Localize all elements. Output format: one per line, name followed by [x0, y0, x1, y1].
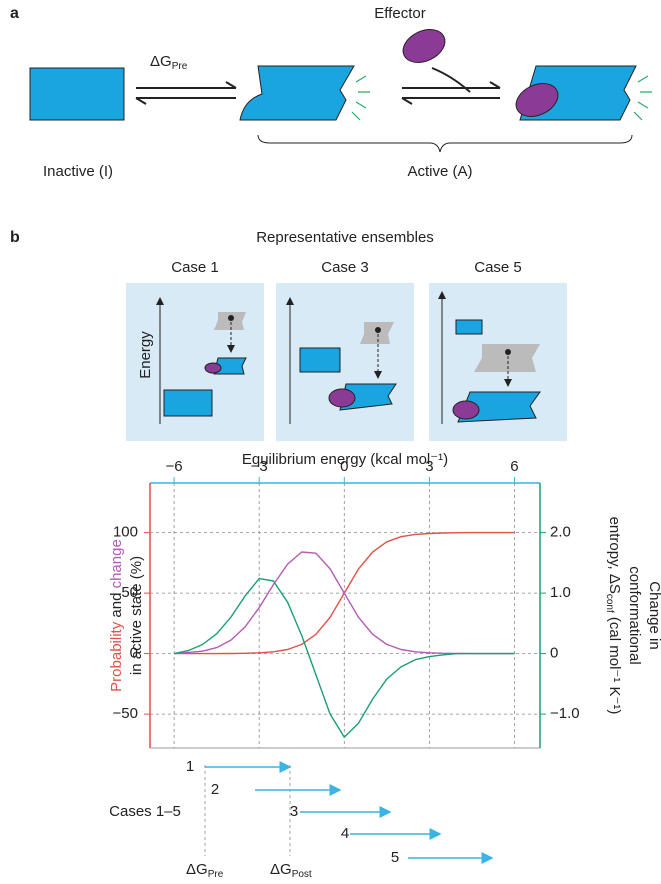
delta: ΔG — [186, 861, 208, 878]
case-number: 1 — [186, 758, 194, 775]
y-axis-title-part: and — [108, 588, 125, 621]
ensembles-title: Representative ensembles — [256, 229, 434, 246]
x-tick-label: 3 — [425, 458, 433, 475]
figure: a ΔGPre Effector Inactive (I) Active (A)… — [0, 0, 661, 884]
y-axis-title-part: change — [108, 539, 125, 588]
y-axis-title-part: Probability — [108, 621, 125, 692]
y2-axis-title: conformational — [626, 566, 643, 664]
delta-sub: Post — [292, 869, 312, 880]
y2-title-part: entropy, ΔS — [606, 517, 623, 594]
y-axis-title: in active state (%) — [128, 556, 145, 675]
y2-title-part: (cal mol⁻¹ K⁻¹) — [606, 613, 623, 715]
x-tick-label: −3 — [251, 458, 268, 475]
y2-tick-label: 2.0 — [550, 524, 571, 541]
x-tick-label: 0 — [340, 458, 348, 475]
case-title: Case 3 — [321, 259, 369, 276]
y2-tick-label: 1.0 — [550, 584, 571, 601]
effector — [398, 23, 451, 69]
x-tick-label: 6 — [510, 458, 518, 475]
y-tick-label: 100 — [113, 524, 138, 541]
case-number: 4 — [341, 825, 349, 842]
active-shape — [240, 66, 354, 120]
y2-axis-title: Change in — [646, 581, 661, 649]
case-number: 5 — [391, 849, 399, 866]
dg-guides — [205, 765, 290, 856]
effector-label: Effector — [374, 5, 425, 22]
case-title: Case 5 — [474, 259, 522, 276]
ensemble-panels — [126, 283, 567, 441]
dg-pre: ΔGPre — [186, 861, 224, 880]
panel-label: b — [10, 229, 20, 246]
inactive-shape — [30, 68, 124, 120]
cases-label: Cases 1–5 — [109, 803, 181, 820]
delta-sub: Pre — [208, 869, 224, 880]
y2-title-sub: conf — [604, 594, 615, 613]
dg-post: ΔGPost — [270, 861, 312, 880]
y2-tick-label: −1.0 — [550, 705, 580, 722]
active-label: Active (A) — [407, 163, 472, 180]
active-brace — [258, 135, 632, 152]
y2-axis-title: entropy, ΔSconf (cal mol⁻¹ K⁻¹) — [604, 517, 623, 715]
case-title: Case 1 — [171, 259, 219, 276]
delta: ΔG — [270, 861, 292, 878]
x-tick-label: −6 — [166, 458, 183, 475]
case-number: 3 — [290, 803, 298, 820]
case-number: 2 — [211, 781, 219, 798]
y-axis-title: Probability and change — [108, 539, 125, 692]
panel-label: a — [10, 5, 19, 22]
delta: ΔG — [150, 53, 172, 70]
delta-sub: Pre — [172, 61, 188, 72]
y2-tick-label: 0 — [550, 645, 558, 662]
inactive-label: Inactive (I) — [43, 163, 113, 180]
energy-label: Energy — [137, 331, 154, 379]
y-tick-label: −50 — [113, 705, 138, 722]
delta-g: ΔGPre — [150, 53, 188, 72]
